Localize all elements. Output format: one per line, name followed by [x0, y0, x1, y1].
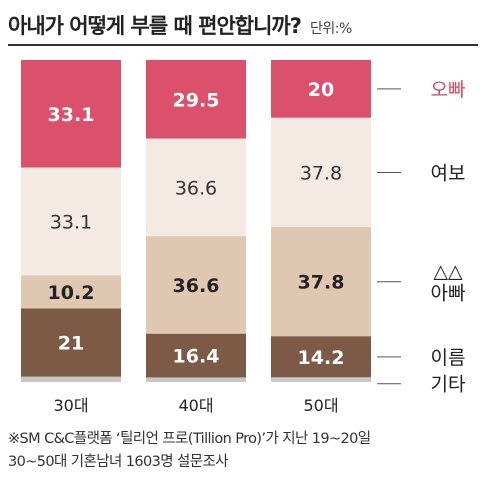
legend-label: △△ — [433, 261, 463, 283]
data-label: 20 — [308, 79, 334, 101]
data-label: 10.2 — [48, 282, 95, 304]
category-label: 40대 — [178, 396, 213, 415]
data-label: 33.1 — [48, 104, 95, 126]
bar-segment — [271, 336, 371, 378]
unit-label: 단위:% — [310, 21, 352, 37]
data-label: 29.5 — [173, 89, 220, 111]
bar-segment — [21, 308, 121, 377]
legend-label: 오빠 — [431, 79, 466, 101]
bar-segment — [21, 167, 121, 276]
data-label: 37.8 — [300, 162, 342, 184]
bar-segment — [146, 60, 246, 139]
legend-label: 기타 — [431, 374, 466, 396]
legend-label: 아빠 — [431, 283, 466, 305]
data-label: 37.8 — [298, 272, 345, 294]
legend-label: 여보 — [431, 162, 466, 184]
chart-header: 아내가 어떻게 부를 때 편안합니까? 단위:% — [8, 10, 478, 46]
bar-segment — [146, 236, 246, 334]
bar-segment — [21, 376, 121, 382]
bar-segment — [21, 275, 121, 309]
bar-segment — [271, 60, 371, 118]
data-label: 16.4 — [173, 346, 220, 368]
category-label: 30대 — [53, 396, 88, 415]
footnote-line-2: 30~50대 기혼남녀 1603명 설문조사 — [8, 454, 229, 470]
category-label: 50대 — [303, 396, 338, 415]
data-label: 21 — [58, 333, 84, 355]
bar-segment — [271, 227, 371, 337]
chart-title: 아내가 어떻게 부를 때 편안합니까? — [8, 14, 302, 38]
footnote-line-1: ※SM C&C플랫폼 ‘틸리언 프로(Tillion Pro)’가 지난 19~… — [8, 431, 371, 447]
data-label: 14.2 — [298, 347, 345, 369]
footnote: ※SM C&C플랫폼 ‘틸리언 프로(Tillion Pro)’가 지난 19~… — [8, 428, 483, 474]
data-label: 33.1 — [50, 211, 92, 233]
bar-segment — [21, 60, 121, 168]
bar-segment — [146, 138, 246, 237]
legend-label: 이름 — [431, 347, 466, 369]
bar-segment — [271, 117, 371, 228]
bar-segment — [146, 333, 246, 378]
title-divider — [8, 44, 478, 46]
bar-segment — [271, 377, 371, 382]
data-label: 36.6 — [175, 177, 217, 199]
bar-segment — [146, 377, 246, 382]
data-label: 36.6 — [173, 275, 220, 297]
